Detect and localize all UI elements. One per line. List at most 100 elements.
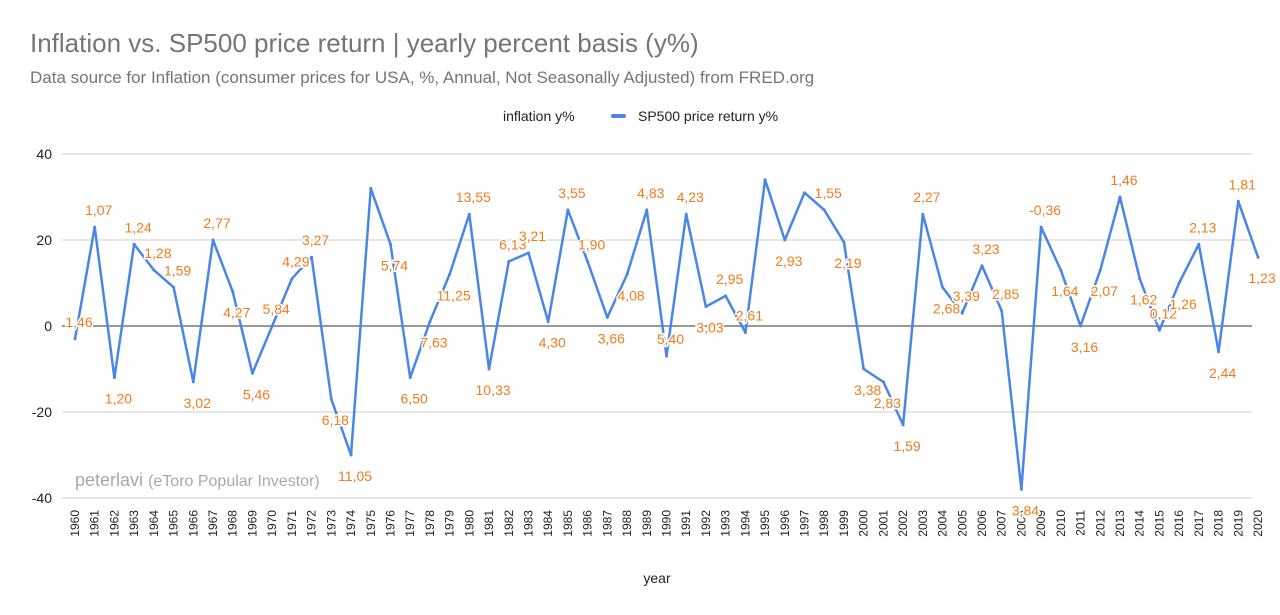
sp500-point xyxy=(1256,255,1260,259)
sp500-point xyxy=(921,212,925,216)
sp500-point xyxy=(1059,268,1063,272)
x-tick-label: 1972 xyxy=(305,510,319,537)
inflation-data-label: 3,23 xyxy=(972,241,999,257)
x-tick-label: 1964 xyxy=(147,510,161,537)
sp500-point xyxy=(881,380,885,384)
x-tick-label: 2004 xyxy=(936,510,950,537)
inflation-data-label: 1,62 xyxy=(1130,292,1157,308)
inflation-data-label: 1,90 xyxy=(578,237,605,253)
inflation-data-label: 0,12 xyxy=(1150,305,1177,321)
x-tick-label: 1980 xyxy=(462,510,476,537)
inflation-data-label: 2,13 xyxy=(1189,219,1216,235)
sp500-point xyxy=(980,264,984,268)
sp500-point xyxy=(684,212,688,216)
x-tick-label: 2001 xyxy=(876,510,890,537)
sp500-point xyxy=(1177,281,1181,285)
inflation-data-label: 1,24 xyxy=(125,219,152,235)
inflation-data-label: 1,28 xyxy=(144,245,171,261)
sp500-point xyxy=(1019,487,1023,491)
inflation-data-label: 7,63 xyxy=(420,335,447,351)
sp500-point xyxy=(1000,309,1004,313)
sp500-point xyxy=(724,294,728,298)
inflation-data-label: 6,18 xyxy=(322,412,349,428)
x-tick-label: 1975 xyxy=(364,510,378,537)
sp500-point xyxy=(132,242,136,246)
inflation-data-label: 3,27 xyxy=(302,232,329,248)
sp500-point xyxy=(152,268,156,272)
sp500-point xyxy=(191,380,195,384)
sp500-point xyxy=(901,423,905,427)
sp500-point xyxy=(1118,195,1122,199)
inflation-data-label: 1,23 xyxy=(1248,270,1275,286)
x-tick-label: 1999 xyxy=(837,510,851,537)
x-tick-label: 1968 xyxy=(226,510,240,537)
x-tick-label: 1995 xyxy=(758,510,772,537)
x-tick-label: 2005 xyxy=(955,510,969,537)
x-tick-label: 2012 xyxy=(1093,510,1107,537)
y-tick-label: 20 xyxy=(36,232,52,248)
inflation-data-label: 5,74 xyxy=(381,257,408,273)
x-tick-label: 1986 xyxy=(581,510,595,537)
x-axis-title: year xyxy=(643,570,671,586)
sp500-point xyxy=(783,238,787,242)
inflation-data-label: 1,59 xyxy=(893,438,920,454)
x-tick-label: 1962 xyxy=(107,510,121,537)
sp500-point xyxy=(172,285,176,289)
inflation-data-label: 3,16 xyxy=(1071,339,1098,355)
inflation-data-label: 3,02 xyxy=(184,395,211,411)
sp500-point xyxy=(941,285,945,289)
x-tick-label: 1977 xyxy=(403,510,417,537)
inflation-data-label: 3,66 xyxy=(598,330,625,346)
x-tick-label: 1988 xyxy=(620,510,634,537)
sp500-point xyxy=(349,453,353,457)
x-tick-label: 2008 xyxy=(1014,510,1028,537)
x-tick-label: 2009 xyxy=(1034,510,1048,537)
sp500-point xyxy=(428,320,432,324)
inflation-data-label: 3,55 xyxy=(558,185,585,201)
legend-label-sp500: SP500 price return y% xyxy=(638,108,779,124)
x-tick-label: 2007 xyxy=(995,510,1009,537)
sp500-point xyxy=(73,337,77,341)
x-tick-label: 2003 xyxy=(916,510,930,537)
x-tick-label: 1985 xyxy=(561,510,575,537)
inflation-data-label: 10,33 xyxy=(476,382,511,398)
x-tick-label: 1971 xyxy=(285,510,299,537)
x-tick-label: 1970 xyxy=(265,510,279,537)
x-tick-label: 2014 xyxy=(1133,510,1147,537)
inflation-data-label: 3,39 xyxy=(953,288,980,304)
inflation-data-label: 5,46 xyxy=(243,386,270,402)
sp500-point xyxy=(93,225,97,229)
inflation-data-label: 2,68 xyxy=(933,300,960,316)
x-tick-label: 1990 xyxy=(660,510,674,537)
x-tick-label: 1965 xyxy=(167,510,181,537)
sp500-point xyxy=(566,208,570,212)
x-tick-label: 1963 xyxy=(127,510,141,537)
y-tick-label: -40 xyxy=(32,490,52,506)
x-tick-label: 1967 xyxy=(206,510,220,537)
x-tick-label: 1974 xyxy=(344,510,358,537)
sp500-point xyxy=(211,238,215,242)
sp500-point xyxy=(310,255,314,259)
sp500-point xyxy=(704,305,708,309)
sp500-point xyxy=(586,260,590,263)
sp500-point xyxy=(290,277,294,281)
legend-item-inflation: inflation y% xyxy=(503,108,575,124)
inflation-data-label: 1,26 xyxy=(1170,296,1197,312)
sp500-point xyxy=(270,324,274,328)
x-tick-label: 2013 xyxy=(1113,510,1127,537)
inflation-data-label: 5,40 xyxy=(657,331,684,347)
x-tick-label: 1996 xyxy=(778,510,792,537)
x-tick-label: 2015 xyxy=(1152,510,1166,537)
sp500-point xyxy=(645,208,649,212)
inflation-data-label: 1,81 xyxy=(1229,176,1256,192)
x-tick-label: 1979 xyxy=(443,510,457,537)
x-tick-label: 2018 xyxy=(1212,510,1226,537)
inflation-data-label: 1,59 xyxy=(164,262,191,278)
sp500-point xyxy=(1079,324,1083,328)
inflation-data-label: 2,77 xyxy=(203,215,230,231)
sp500-point xyxy=(1217,350,1221,354)
inflation-data-label: 2,07 xyxy=(1091,283,1118,299)
inflation-data-label: 6,13 xyxy=(499,237,526,253)
x-tick-label: 2019 xyxy=(1231,510,1245,537)
